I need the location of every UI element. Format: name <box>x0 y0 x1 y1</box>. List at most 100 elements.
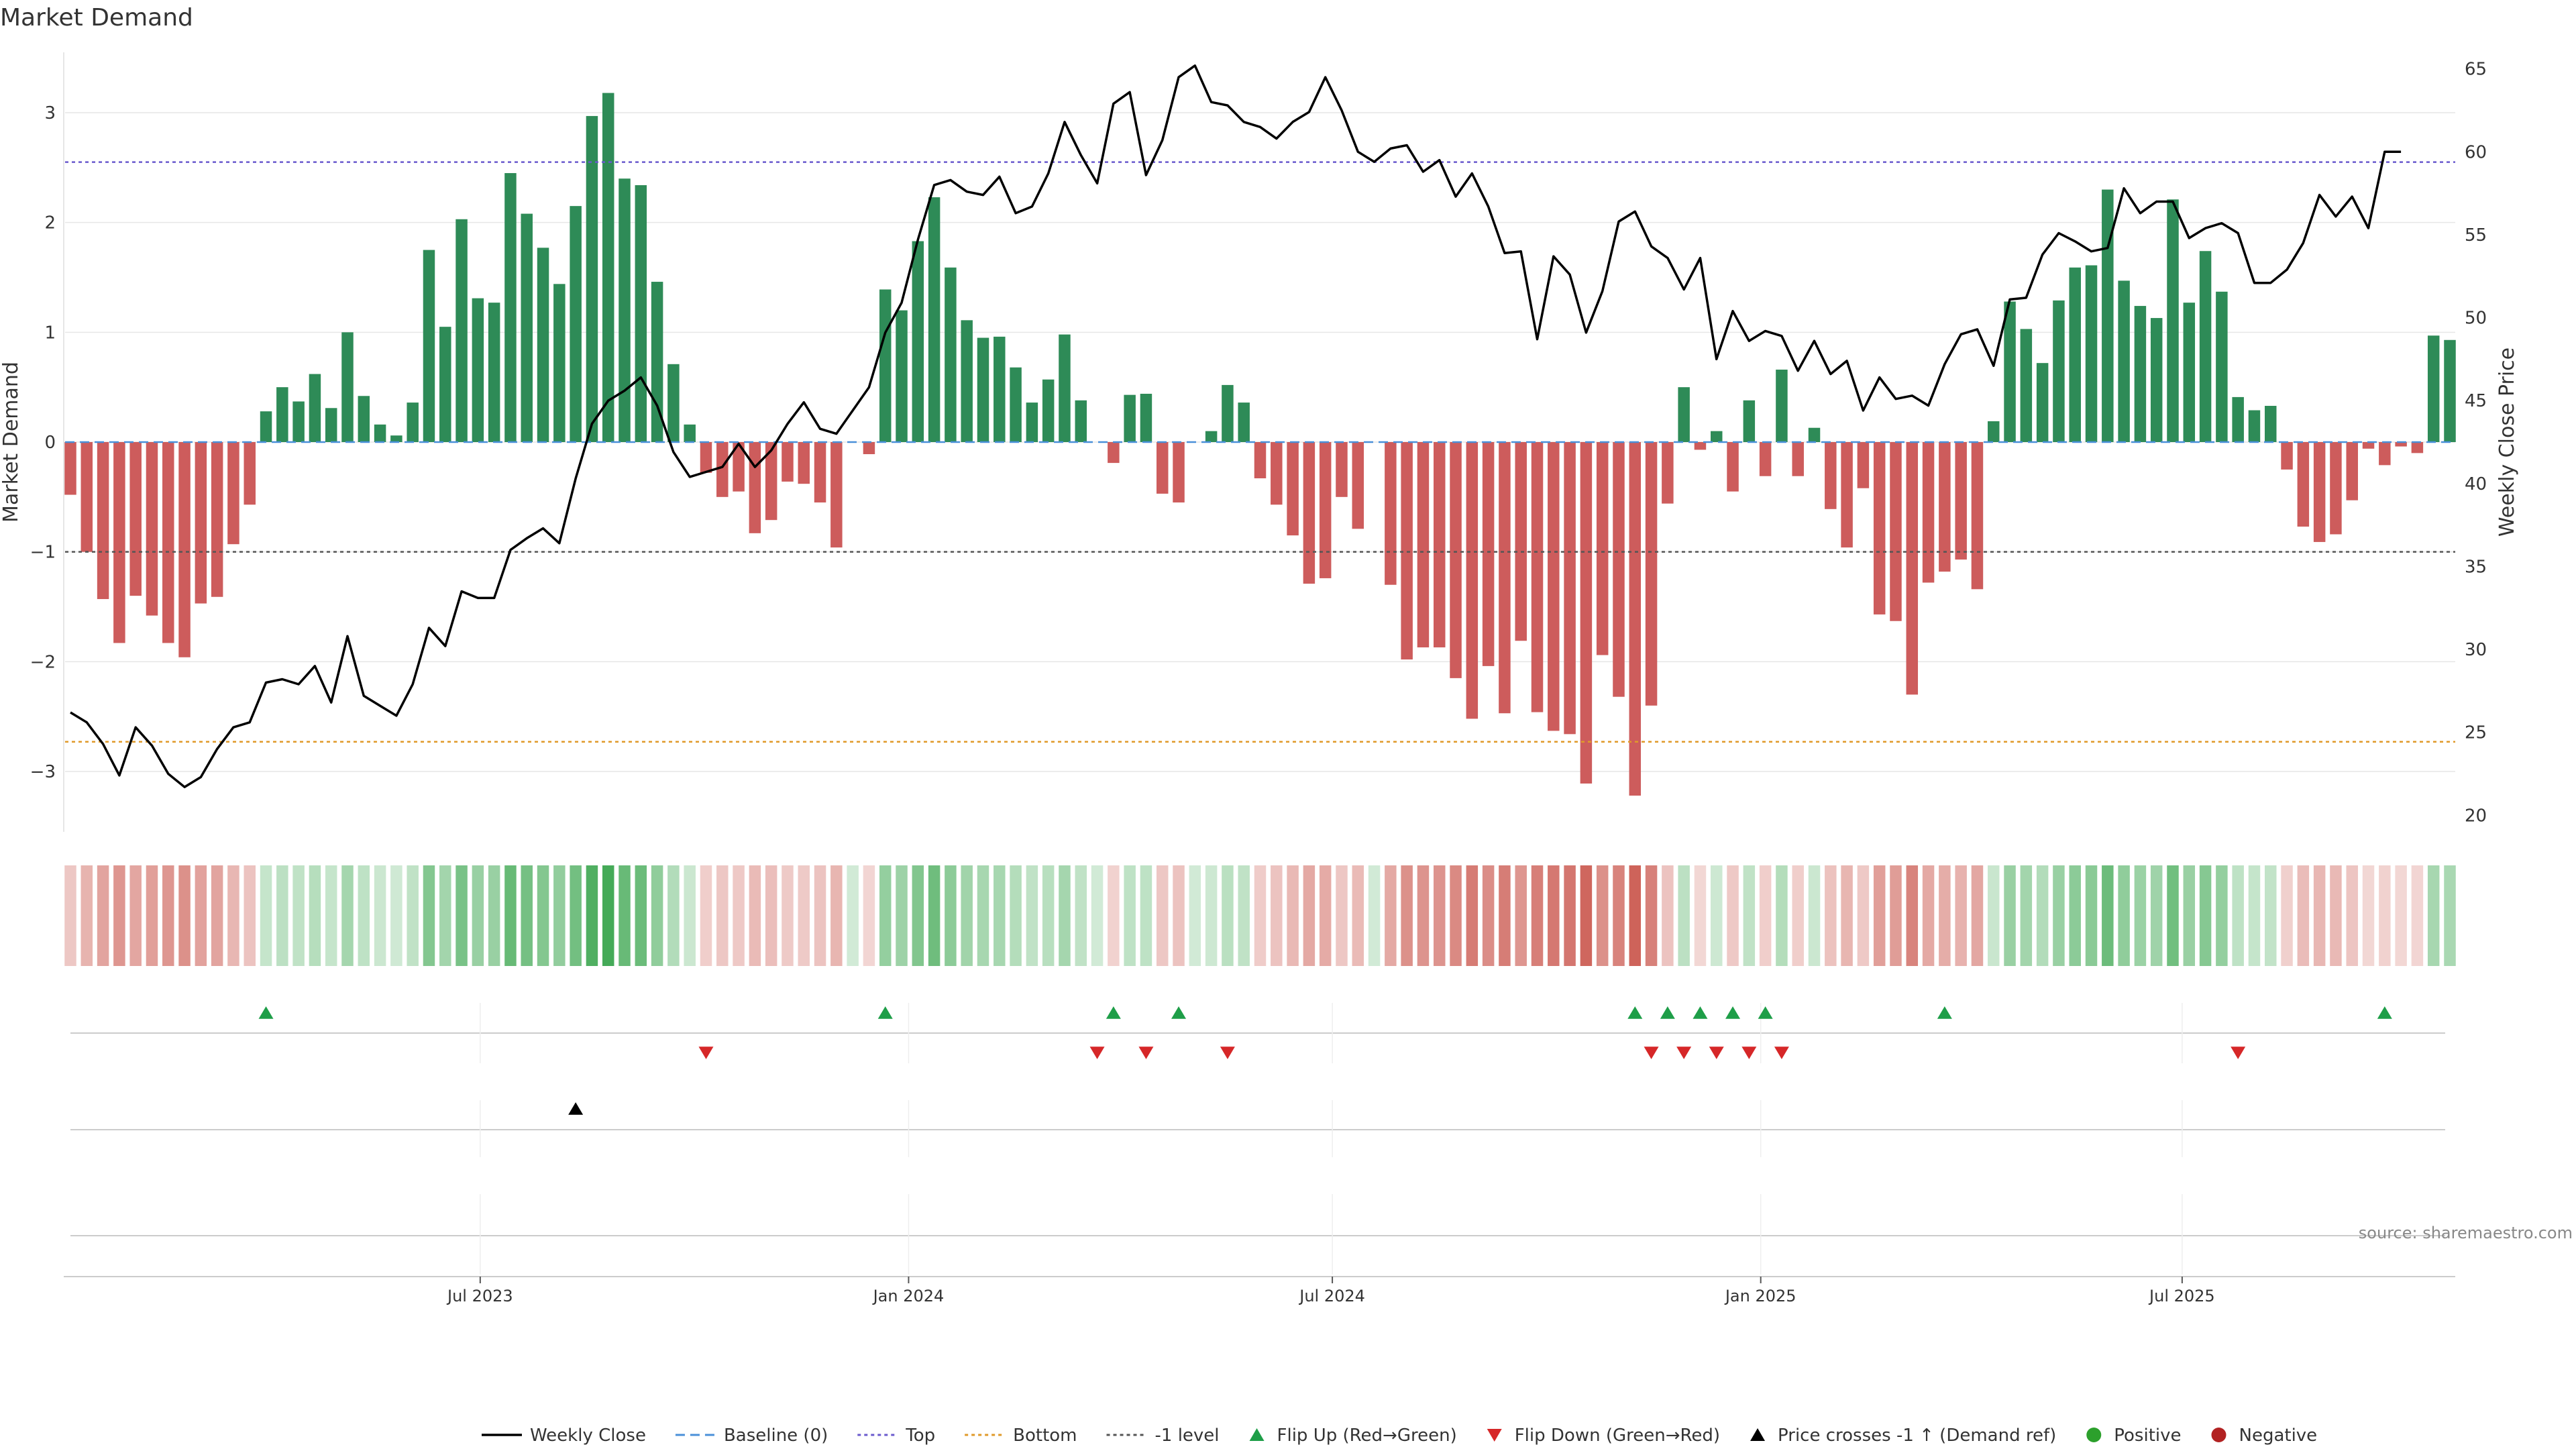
legend-label: Price crosses -1 ↑ (Demand ref) <box>1778 1426 2056 1446</box>
demand-bar-positive <box>1711 431 1723 442</box>
flip-down-marker <box>1138 1046 1154 1059</box>
legend-item: Flip Up (Red→Green) <box>1249 1426 1457 1446</box>
flip-up-marker <box>1627 1006 1643 1019</box>
heat-cell <box>2346 865 2358 966</box>
demand-bar-positive <box>994 336 1006 442</box>
heat-cell <box>1531 865 1544 966</box>
demand-bar-negative <box>1596 442 1609 655</box>
heat-cell <box>1222 865 1234 966</box>
legend-label: Flip Down (Green→Red) <box>1515 1426 1720 1446</box>
heat-cell <box>2004 865 2016 966</box>
demand-bar-positive <box>1010 367 1022 442</box>
heat-cell <box>1352 865 1364 966</box>
heat-cell <box>1254 865 1267 966</box>
demand-bar-positive <box>2167 199 2179 442</box>
demand-bar-negative <box>2330 442 2342 535</box>
y2-tick-label: 55 <box>2465 225 2487 246</box>
legend-key-marker <box>1750 1428 1766 1441</box>
heat-cell <box>1808 865 1821 966</box>
legend-key-dot <box>2211 1428 2226 1442</box>
heat-cell <box>439 865 451 966</box>
heat-cell <box>1075 865 1087 966</box>
demand-bar-negative <box>1548 442 1560 731</box>
heat-cell <box>2150 865 2163 966</box>
heat-cell <box>570 865 582 966</box>
demand-bar-negative <box>798 442 810 484</box>
demand-bar-negative <box>1613 442 1625 697</box>
demand-bar-positive <box>2150 318 2163 442</box>
legend-label: Top <box>905 1426 935 1446</box>
heat-cell <box>113 865 125 966</box>
demand-bar-positive <box>602 93 614 442</box>
demand-bar-positive <box>635 185 647 442</box>
heat-cell <box>749 865 761 966</box>
heat-cell <box>651 865 663 966</box>
flip-up-marker <box>877 1006 893 1019</box>
heat-cell <box>847 865 859 966</box>
demand-bar-positive <box>961 320 973 442</box>
weekly-close-line <box>70 64 2402 788</box>
demand-bar-positive <box>439 327 451 442</box>
demand-bar-negative <box>1385 442 1397 585</box>
heat-cell <box>977 865 989 966</box>
flip-up-marker <box>1937 1006 1952 1019</box>
heat-cell <box>1433 865 1446 966</box>
y2-tick-label: 20 <box>2465 806 2487 826</box>
demand-bar-negative <box>830 442 843 548</box>
demand-bar-negative <box>733 442 745 492</box>
heat-cell <box>2020 865 2033 966</box>
demand-bar-negative <box>1531 442 1544 712</box>
demand-bar-negative <box>129 442 142 596</box>
heat-cell <box>912 865 924 966</box>
y-axis-label: Market Demand <box>0 362 23 523</box>
event-marker-panels <box>70 1003 2445 1275</box>
demand-bar-positive <box>570 206 582 442</box>
demand-bar-positive <box>1042 379 1055 442</box>
heat-cell <box>178 865 191 966</box>
demand-bar-negative <box>1971 442 1984 590</box>
source-note: source: sharemaestro.com <box>2359 1224 2573 1242</box>
demand-bar-positive <box>455 219 468 442</box>
demand-bar-negative <box>1156 442 1169 494</box>
heat-cell <box>814 865 826 966</box>
demand-bar-positive <box>260 411 272 442</box>
demand-bar-positive <box>521 213 533 442</box>
demand-bar-negative <box>1873 442 1886 614</box>
demand-bar-positive <box>341 332 354 442</box>
heat-cell <box>1319 865 1332 966</box>
demand-bar-negative <box>2395 442 2407 447</box>
demand-bar-negative <box>2411 442 2424 453</box>
y-tick-label: 3 <box>44 103 56 123</box>
heat-cell <box>2248 865 2261 966</box>
heat-cell <box>1124 865 1136 966</box>
y2-tick-label: 25 <box>2465 723 2487 743</box>
heat-cell <box>1401 865 1413 966</box>
demand-bar-positive <box>912 241 924 442</box>
flip-down-marker <box>1644 1046 1659 1059</box>
heat-cell <box>2167 865 2179 966</box>
demand-bar-positive <box>2036 363 2049 442</box>
demand-bar-positive <box>586 115 598 442</box>
legend-label: -1 level <box>1155 1426 1220 1446</box>
heat-cell <box>1939 865 1951 966</box>
demand-bar-positive <box>2183 303 2196 442</box>
demand-bar-positive <box>1075 400 1087 442</box>
demand-bar-positive <box>667 364 680 442</box>
demand-bar-positive <box>309 374 321 442</box>
heat-cell <box>1287 865 1299 966</box>
heat-cell <box>1678 865 1690 966</box>
demand-bar-positive <box>684 424 696 442</box>
heat-cell <box>504 865 517 966</box>
demand-heat-strip <box>64 865 2456 966</box>
demand-bar-positive <box>1140 393 1152 442</box>
demand-bar-positive <box>2004 301 2016 442</box>
demand-bar-positive <box>2199 251 2212 442</box>
demand-bar-positive <box>2427 335 2440 442</box>
demand-bar-positive <box>537 248 549 442</box>
demand-bar-negative <box>1727 442 1739 492</box>
heat-cell <box>1368 865 1381 966</box>
heat-cell <box>1482 865 1495 966</box>
heat-cell <box>374 865 386 966</box>
y2-tick-label: 65 <box>2465 60 2487 80</box>
